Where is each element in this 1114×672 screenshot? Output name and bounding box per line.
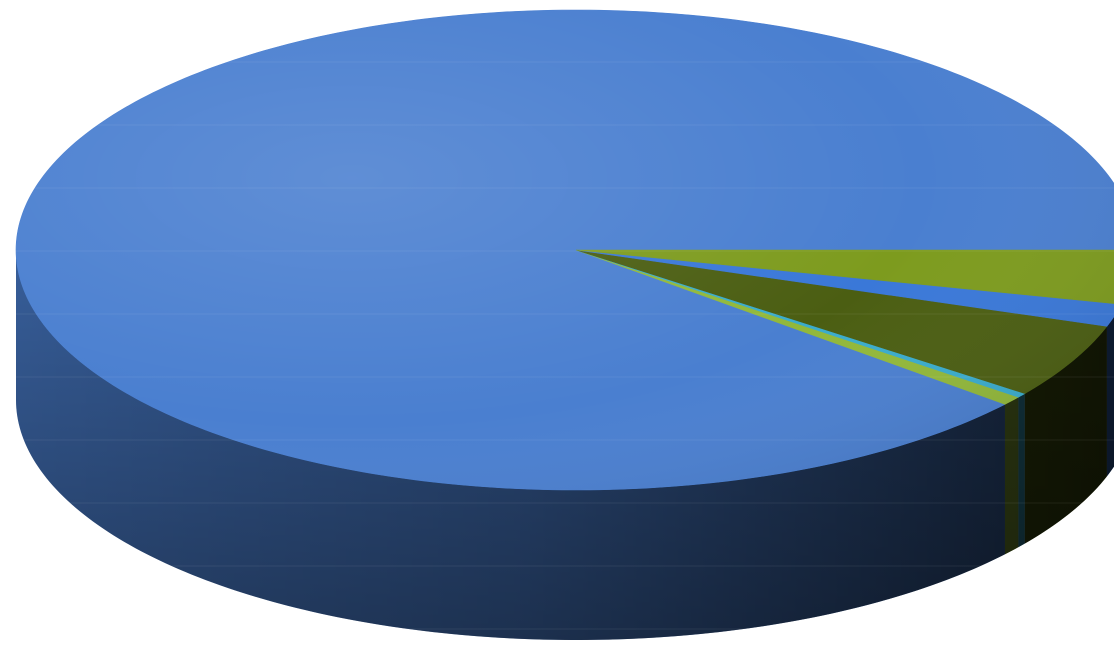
pie-top-shade xyxy=(16,10,1114,490)
pie-side-layer xyxy=(16,250,1114,640)
pie-side-shade-vertical xyxy=(16,250,1114,640)
pie-shade-layer xyxy=(16,10,1114,490)
